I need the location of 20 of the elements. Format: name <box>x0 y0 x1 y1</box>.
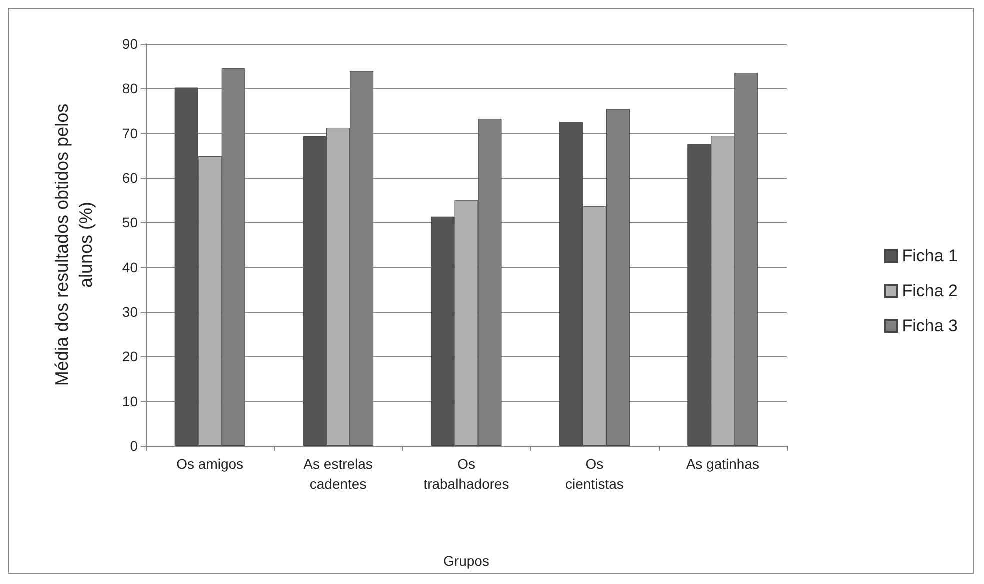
y-tick-label: 0 <box>130 438 138 454</box>
x-axis-title: Grupos <box>444 553 490 569</box>
y-tick-label: 40 <box>122 259 138 276</box>
legend-label: Ficha 1 <box>902 246 958 266</box>
x-tick-label: As gatinhas <box>686 456 760 472</box>
y-tick-label: 60 <box>122 170 138 186</box>
legend-label: Ficha 3 <box>902 316 958 336</box>
x-tick-label: Os cientistas <box>566 456 624 492</box>
y-tick-label: 20 <box>122 348 138 365</box>
y-tick-label: 90 <box>122 36 138 52</box>
y-tick-label: 70 <box>122 125 138 142</box>
y-tick-label: 30 <box>122 304 138 320</box>
y-tick-label: 10 <box>122 393 138 410</box>
x-tick-label: As estrelas cadentes <box>304 456 373 492</box>
legend-label: Ficha 2 <box>902 282 958 300</box>
x-tick-label: Os trabalhadores <box>424 456 510 492</box>
y-axis-title: Média dos resultados obtidos pelos alunos (%) <box>52 104 96 386</box>
y-tick-label: 80 <box>122 80 138 97</box>
x-tick-label: Os amigos <box>176 456 244 472</box>
y-tick-label: 50 <box>122 214 138 231</box>
